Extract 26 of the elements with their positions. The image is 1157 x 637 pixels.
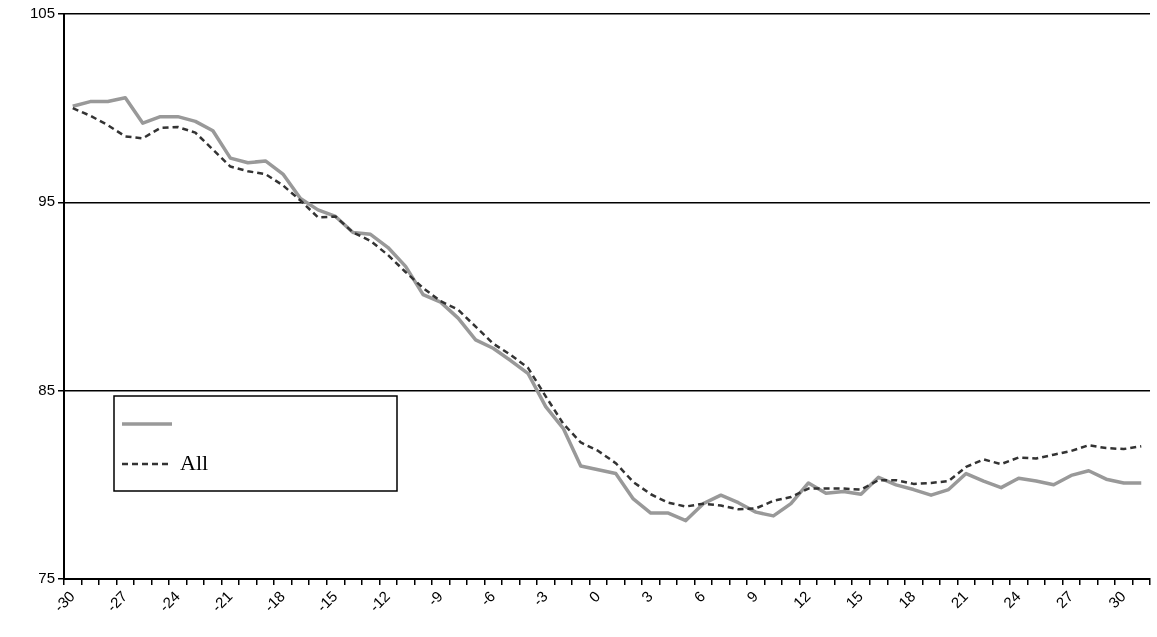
y-tick-label: 75 [38,569,55,587]
x-tick-label: 24 [999,587,1024,612]
x-tick-label: -15 [313,587,341,615]
x-tick-label: 27 [1052,587,1077,612]
x-tick-label: 6 [690,587,709,606]
x-tick-label: -18 [260,587,288,615]
x-tick-label: 0 [585,587,604,606]
x-tick-label: 21 [947,587,972,612]
y-tick-label: 85 [38,380,55,398]
y-tick-label: 105 [29,4,55,22]
x-tick-label: 9 [743,587,761,606]
x-tick-label: -21 [208,587,236,615]
x-tick-label: 12 [789,587,814,612]
x-tick-label: -6 [476,587,499,609]
x-tick-label: 15 [842,587,867,612]
x-tick-label: 30 [1104,587,1129,612]
x-tick-label: -30 [50,587,78,615]
legend-label: All [180,449,209,475]
x-tick-label: 18 [894,587,919,612]
y-tick-label: 95 [38,192,55,210]
x-tick-label: -9 [424,587,446,609]
x-tick-label: 3 [637,587,656,606]
x-tick-label: -3 [529,587,551,609]
x-tick-label: -27 [103,587,131,615]
x-tick-label: -24 [155,587,183,615]
x-tick-label: -12 [365,587,394,615]
